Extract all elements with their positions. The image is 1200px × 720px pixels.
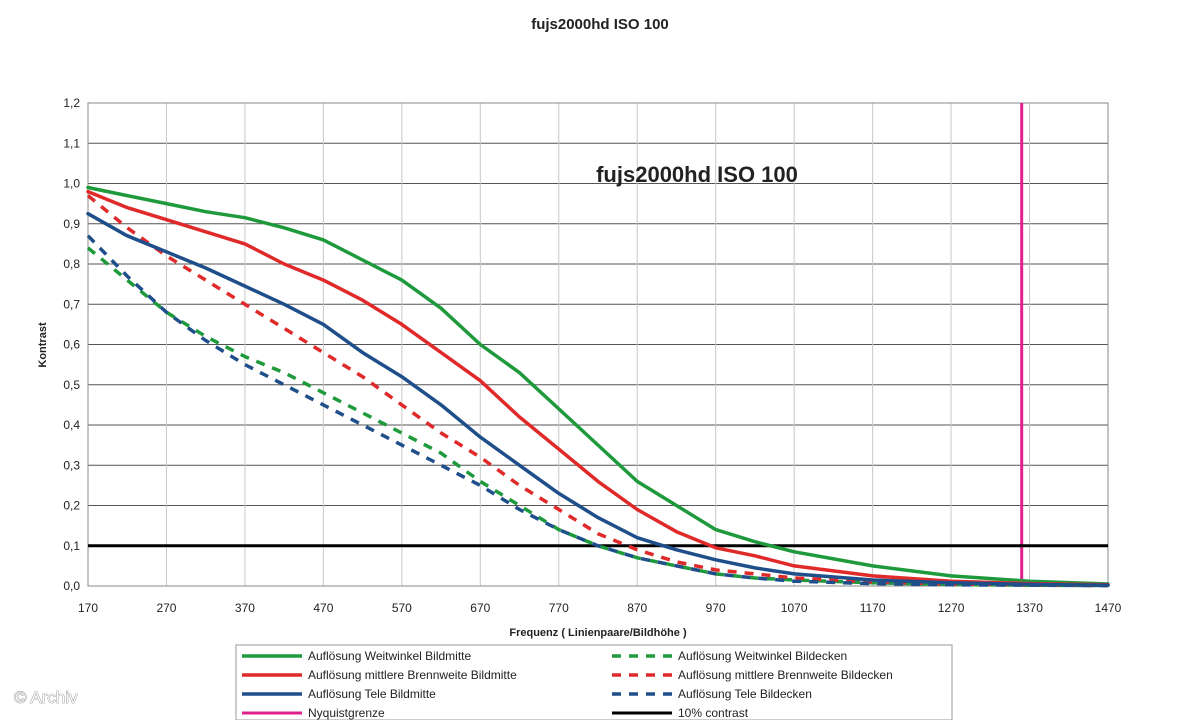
legend-label: Auflösung mittlere Brennweite Bildmitte — [308, 668, 517, 682]
y-tick-label: 0,3 — [63, 458, 80, 472]
x-tick-label: 1270 — [938, 601, 965, 615]
x-tick-label: 370 — [235, 601, 255, 615]
chart-title: fujs2000hd ISO 100 — [531, 16, 669, 33]
x-axis-label: Frequenz ( Linienpaare/Bildhöhe ) — [509, 627, 687, 639]
x-tick-label: 770 — [549, 601, 569, 615]
y-tick-label: 1,0 — [63, 177, 80, 191]
legend-label: Auflösung Weitwinkel Bildecken — [678, 649, 847, 663]
x-tick-label: 1470 — [1095, 601, 1122, 615]
y-tick-label: 0,4 — [63, 418, 80, 432]
series-line-0 — [86, 185, 1110, 586]
y-tick-label: 0,1 — [63, 539, 80, 553]
legend-label: Auflösung Tele Bildmitte — [308, 687, 436, 701]
y-tick-label: 0,8 — [63, 257, 80, 271]
legend-label: Auflösung Weitwinkel Bildmitte — [308, 649, 472, 663]
legend-label: Auflösung Tele Bildecken — [678, 687, 812, 701]
legend: Auflösung Weitwinkel Bildmitte Auflösung … — [242, 649, 893, 720]
series-line-4 — [86, 211, 1110, 587]
legend-label: Auflösung mittlere Brennweite Bildecken — [678, 668, 893, 682]
series-line-2 — [86, 189, 1110, 587]
y-tick-label: 0,7 — [63, 297, 80, 311]
inset-title: fujs2000hd ISO 100 — [596, 162, 798, 187]
x-tick-label: 1070 — [781, 601, 808, 615]
y-axis-label: Kontrast — [37, 322, 49, 368]
y-axis-ticks: 0,0 0,1 0,2 0,3 0,4 0,5 0,6 0,7 0,8 0,9 1,0 1,1 1,2 — [63, 96, 80, 593]
plot-frame — [87, 102, 1109, 587]
y-tick-label: 0,0 — [63, 579, 80, 593]
legend-box — [235, 644, 953, 720]
x-tick-label: 170 — [78, 601, 98, 615]
series-line-3 — [86, 194, 1109, 588]
x-tick-label: 870 — [627, 601, 647, 615]
y-tick-label: 0,5 — [63, 378, 80, 392]
series-lines — [86, 185, 1110, 588]
y-tick-label: 0,2 — [63, 499, 80, 513]
series-line-5 — [86, 234, 1109, 588]
x-tick-label: 970 — [706, 601, 726, 615]
x-tick-label: 270 — [156, 601, 176, 615]
y-tick-label: 0,9 — [63, 217, 80, 231]
x-tick-label: 670 — [470, 601, 490, 615]
legend-label: Nyquistgrenze — [308, 706, 385, 720]
x-tick-label: 570 — [392, 601, 412, 615]
watermark: © Archiv — [14, 688, 78, 707]
legend-label: 10% contrast — [678, 706, 749, 720]
y-tick-label: 1,2 — [63, 96, 80, 110]
x-tick-label: 1170 — [860, 601, 886, 615]
y-tick-label: 1,1 — [63, 136, 80, 150]
x-axis-ticks: 170 270 370 470 570 670 770 870 970 1070 1170 1270 1… — [78, 601, 1122, 615]
x-tick-label: 470 — [313, 601, 333, 615]
x-tick-label: 1370 — [1016, 601, 1043, 615]
y-tick-label: 0,6 — [63, 338, 80, 352]
